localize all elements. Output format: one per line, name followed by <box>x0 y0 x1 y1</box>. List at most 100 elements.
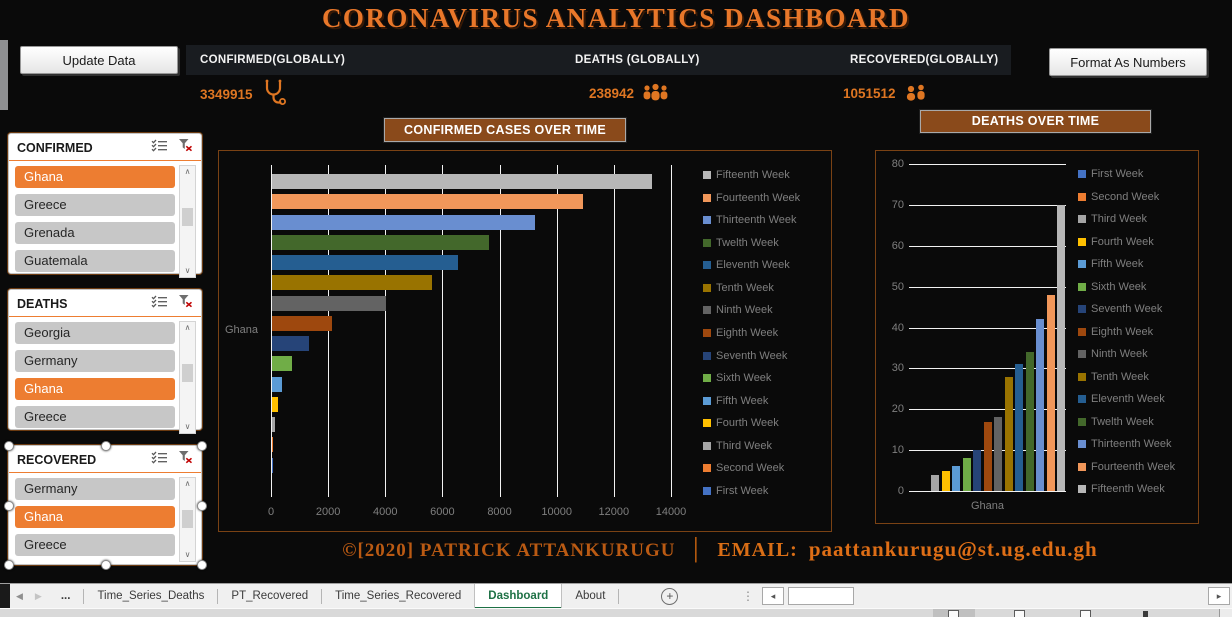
slicer-item-grenada[interactable]: Grenada <box>15 222 175 244</box>
scroll-up-icon[interactable]: ∧ <box>184 479 191 488</box>
legend-label: Fifteenth Week <box>716 169 790 181</box>
tab-time-series-recovered[interactable]: Time_Series_Recovered <box>335 590 462 602</box>
normal-view-icon[interactable] <box>948 610 959 617</box>
gridline <box>328 165 330 497</box>
scroll-up-icon[interactable]: ∧ <box>184 323 191 332</box>
stethoscope-icon <box>261 79 287 109</box>
gridline <box>909 286 1066 288</box>
slicer-item-germany[interactable]: Germany <box>15 478 175 500</box>
multiselect-icon[interactable] <box>151 139 168 157</box>
legend-label: Twelth Week <box>1091 415 1154 428</box>
more-options-icon[interactable]: ⋮ <box>742 589 754 603</box>
legend-swatch <box>1078 462 1086 471</box>
legend-label: Eleventh Week <box>716 259 790 272</box>
legend-label: Eleventh Week <box>1091 393 1165 405</box>
hscroll-right-icon[interactable]: ▸ <box>1208 587 1230 605</box>
legend-swatch <box>703 328 711 337</box>
slicer-item-greece[interactable]: Greece <box>15 534 175 556</box>
slicer-item-ghana[interactable]: Ghana <box>15 506 175 528</box>
legend-label: Eighth Week <box>1091 325 1154 338</box>
update-data-button[interactable]: Update Data <box>20 46 178 74</box>
legend-swatch <box>703 419 711 428</box>
legend-swatch <box>1078 327 1086 336</box>
slicer-header: CONFIRMED <box>9 134 201 161</box>
bar-tenth-week <box>1004 376 1013 491</box>
legend-item: Fourth Week <box>703 417 827 429</box>
slicer-item-greece[interactable]: Greece <box>15 194 175 216</box>
gridline <box>613 165 615 497</box>
page-layout-view-icon[interactable] <box>1014 610 1025 617</box>
prev-sheet-icon[interactable]: ◀ <box>16 591 23 601</box>
bar-ninth-week <box>994 417 1003 491</box>
scroll-down-icon[interactable]: ∨ <box>184 550 191 559</box>
next-sheet-icon[interactable]: ▶ <box>34 591 42 601</box>
tab-separator <box>321 589 323 604</box>
scrollbar-thumb[interactable] <box>182 509 193 528</box>
selection-handle[interactable] <box>101 560 111 570</box>
tab-bar-left-notch <box>0 584 10 609</box>
category-label: Ghana <box>225 324 259 336</box>
page-break-view-icon[interactable] <box>1080 610 1091 617</box>
legend-label: Second Week <box>1091 190 1160 203</box>
tab-pt-recovered[interactable]: PT_Recovered <box>231 590 309 602</box>
stats-header-strip: CONFIRMED(GLOBALLY) DEATHS (GLOBALLY) RE… <box>186 45 1011 75</box>
legend-label: First Week <box>1091 168 1144 180</box>
new-sheet-icon[interactable]: + <box>661 588 679 605</box>
multiselect-icon[interactable] <box>151 451 168 469</box>
slicer-scrollbar[interactable]: ∧ ∨ <box>179 477 196 562</box>
legend-swatch <box>1078 395 1086 403</box>
recovered-global-stat: 1051512 <box>843 83 928 104</box>
selection-handle[interactable] <box>4 501 14 511</box>
zoom-slider-handle[interactable] <box>1143 611 1148 617</box>
selection-handle[interactable] <box>4 560 14 570</box>
legend-item: Tenth Week <box>1078 371 1196 383</box>
tab-about[interactable]: About <box>575 590 606 602</box>
x-axis-tick-label: 0 <box>267 506 275 518</box>
status-bar <box>0 608 1232 617</box>
clear-filter-icon[interactable] <box>178 294 193 313</box>
slicer-item-guatemala[interactable]: Guatemala <box>15 250 175 272</box>
gridline <box>556 165 558 497</box>
tab--[interactable]: ... <box>60 590 71 602</box>
category-label: Ghana <box>970 500 1005 512</box>
slicer-item-ghana[interactable]: Ghana <box>15 378 175 400</box>
scrollbar-thumb[interactable] <box>182 208 193 227</box>
legend-swatch <box>703 464 711 473</box>
scroll-down-icon[interactable]: ∨ <box>184 422 191 431</box>
clear-filter-icon[interactable] <box>178 450 193 469</box>
legend-item: Twelth Week <box>703 237 827 249</box>
gridline <box>909 164 1066 165</box>
bar-twelth-week <box>1025 352 1034 491</box>
slicer-scrollbar[interactable]: ∧ ∨ <box>179 321 196 434</box>
legend-swatch <box>1078 192 1086 201</box>
scroll-up-icon[interactable]: ∧ <box>184 167 191 176</box>
selection-handle[interactable] <box>197 560 207 570</box>
scroll-down-icon[interactable]: ∨ <box>184 266 191 275</box>
people-group-icon <box>904 83 928 104</box>
confirmed-chart-title: CONFIRMED CASES OVER TIME <box>383 117 627 143</box>
legend-item: Seventh Week <box>1078 303 1196 315</box>
selection-handle[interactable] <box>4 441 14 451</box>
format-as-numbers-button[interactable]: Format As Numbers <box>1049 48 1207 76</box>
page-title: CORONAVIRUS ANALYTICS DASHBOARD <box>321 3 911 33</box>
slicer-item-ghana[interactable]: Ghana <box>15 166 175 188</box>
recovered-globally-label: RECOVERED(GLOBALLY) <box>850 54 999 66</box>
slicer-scrollbar[interactable]: ∧ ∨ <box>179 165 196 278</box>
hscroll-left-icon[interactable]: ◂ <box>762 587 784 605</box>
tab-time-series-deaths[interactable]: Time_Series_Deaths <box>97 590 205 602</box>
legend-swatch <box>1078 350 1086 358</box>
selection-handle[interactable] <box>197 501 207 511</box>
selection-handle[interactable] <box>197 441 207 451</box>
slicer-item-greece[interactable]: Greece <box>15 406 175 428</box>
slicer-item-georgia[interactable]: Georgia <box>15 322 175 344</box>
selection-handle[interactable] <box>101 441 111 451</box>
slicer-item-germany[interactable]: Germany <box>15 350 175 372</box>
legend-item: Fifth Week <box>1078 258 1196 270</box>
multiselect-icon[interactable] <box>151 295 168 313</box>
legend-label: Thirteenth Week <box>1091 438 1172 450</box>
tab-dashboard[interactable]: Dashboard <box>474 584 563 609</box>
bar-seventh-week <box>272 336 310 352</box>
hscroll-thumb[interactable] <box>788 587 854 605</box>
clear-filter-icon[interactable] <box>178 138 193 157</box>
scrollbar-thumb[interactable] <box>182 364 193 383</box>
